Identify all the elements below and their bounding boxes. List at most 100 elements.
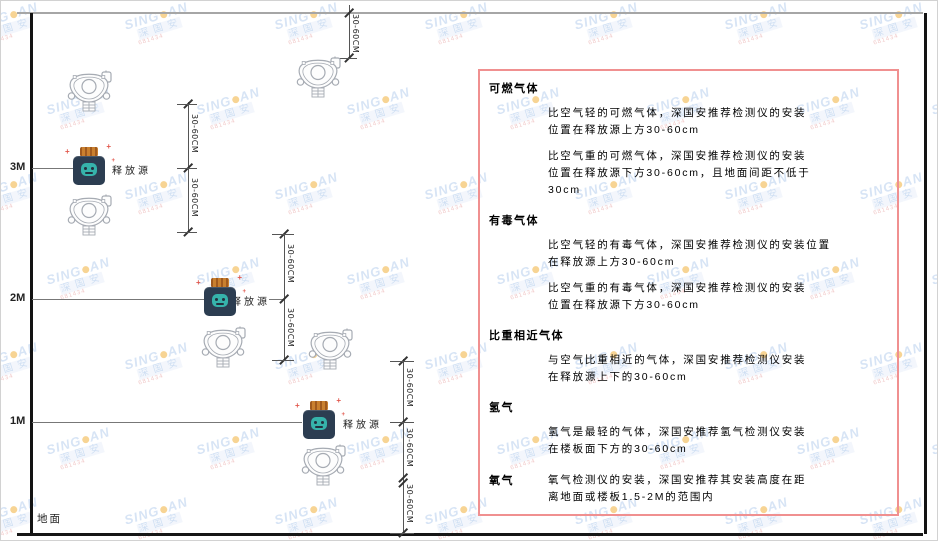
watermark-contact: 681434 [738,519,795,540]
sparkle-icon [111,158,115,164]
release-source-face [81,163,97,176]
watermark-contact: 681434 [0,373,15,387]
brand-dot-icon [81,435,90,445]
dimension-label: 30-60CM [351,14,360,54]
watermark-contact: 681434 [288,519,345,540]
dimension-label: 30-60CM [286,308,295,348]
extension-line [390,533,414,534]
face-mouth [85,172,93,174]
dimension-label: 30-60CM [405,368,414,408]
section-title: 氢气 [489,402,514,414]
text-line: 30cm [548,184,581,196]
extension-line [272,360,294,361]
height-line-3m [32,168,75,169]
watermark-contact: 681434 [137,373,165,387]
section-body: 氧气检测仪的安装，深国安推荐其安装高度在距 离地面或楼板1.5-2M的范围内 [548,472,806,506]
extension-line [333,58,357,59]
watermark-contact: 681434 [359,118,387,132]
brand-dot-icon [81,265,90,275]
text-line: 位置在释放源下方30-60cm，且地面间距不低于 [548,167,811,179]
sparkle-icon [242,289,246,295]
watermark-chinese: 深国安 [358,271,405,295]
watermark-chinese: 深国安 [1,354,43,380]
dimension-label: 30-60CM [190,178,199,218]
section-body: 与空气比重相近的气体，深国安推荐检测仪安装 在释放源上下的30-60cm [489,352,887,386]
release-source-icon [73,147,105,187]
brand-dot-icon [9,180,18,190]
watermark-contact: 681434 [209,118,237,132]
extension-line [177,232,197,233]
watermark-contact: 681434 [437,33,465,47]
extension-line [177,168,197,169]
section-paragraph: 比空气轻的可燃气体，深国安推荐检测仪的安装 位置在释放源上方30-60cm [548,105,887,139]
brand-dot-icon [381,435,390,445]
release-source-label: 释放源 [112,166,151,177]
watermark-chinese: 深国安 [286,511,333,535]
brand-dot-icon [381,95,390,105]
section-paragraph: 氧气检测仪的安装，深国安推荐其安装高度在距 离地面或楼板1.5-2M的范围内 [548,472,806,506]
watermark-contact: 681434 [438,519,495,540]
dimension-label: 30-60CM [405,484,414,524]
brand-dot-icon [381,265,390,275]
watermark-chinese: 深国安 [58,441,105,465]
text-line: 与空气比重相近的气体，深国安推荐检测仪安装 [548,354,807,366]
sparkle-icon [336,396,341,405]
watermark-chinese: 深国安 [208,101,255,125]
face-eye [321,421,324,424]
ground-label: 地面 [37,513,62,525]
height-label-1m: 1M [10,415,26,427]
watermark-chinese: 深国安 [1,14,43,40]
text-line: 在释放源上下的30-60cm [548,371,688,383]
release-source-cap [80,147,98,156]
watermark-chinese: 深国安 [58,271,105,295]
sparkle-icon [341,412,345,418]
watermark-chinese: 深国安 [871,16,918,40]
panel-section: 比重相近气体 与空气比重相近的气体，深国安推荐检测仪安装 在释放源上下的30-60c… [489,327,887,386]
watermark-chinese: 深国安 [436,16,483,40]
ground-line [17,533,923,536]
height-line-1m [32,422,302,423]
watermark-contact: 681434 [0,203,15,217]
brand-dot-icon [459,350,468,360]
watermark-contact: 681434 [137,33,165,47]
release-source-label: 释放源 [231,297,270,308]
gas-detector-icon [65,193,113,237]
watermark-contact: 681434 [209,458,237,472]
face-eye [215,298,218,301]
watermark-chinese: 深国安 [586,16,633,40]
section-title: 可燃气体 [489,83,539,95]
dimension-line [403,359,404,534]
section-paragraph: 氢气是最轻的气体，深国安推荐氢气检测仪安装 在楼板面下方的30-60cm [548,424,887,458]
text-line: 氧气检测仪的安装，深国安推荐其安装高度在距 [548,474,807,486]
text-line: 比空气重的有毒气体，深国安推荐检测仪的安装 [548,282,807,294]
panel-section: 可燃气体 比空气轻的可燃气体，深国安推荐检测仪的安装 位置在释放源上方30-60cm… [489,80,887,199]
watermark-contact: 681434 [737,33,765,47]
release-source-label: 释放源 [343,420,382,431]
gas-detector-icon [299,443,347,487]
section-title: 有毒气体 [489,215,539,227]
installation-guidelines-panel: 可燃气体 比空气轻的可燃气体，深国安推荐检测仪的安装 位置在释放源上方30-60cm… [478,69,899,516]
watermark-contact: 681434 [0,33,15,47]
watermark-chinese: 深国安 [286,16,333,40]
watermark-contact: 681434 [287,33,315,47]
text-line: 在释放源上方30-60cm [548,256,676,268]
left-wall-line [30,13,33,534]
release-source-icon [204,278,236,318]
text-line: 比空气轻的可燃气体，深国安推荐检测仪的安装 [548,107,807,119]
